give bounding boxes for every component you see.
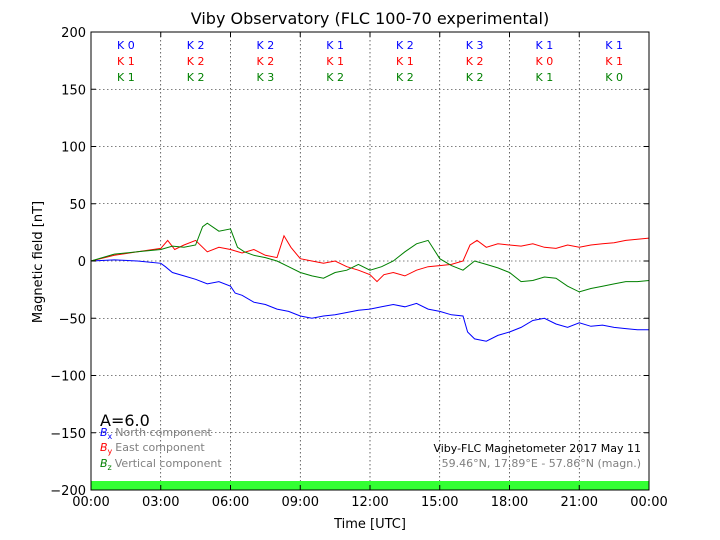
- k-index-value: K 1: [117, 55, 135, 68]
- k-index-value: K 3: [257, 71, 275, 84]
- legend-vertical-sub: z: [108, 463, 112, 472]
- x-tick-label: 15:00: [421, 495, 458, 510]
- k-index-value: K 0: [117, 39, 135, 52]
- k-index-value: K 1: [605, 55, 623, 68]
- k-index-value: K 2: [187, 71, 205, 84]
- y-tick-label: 0: [78, 255, 86, 270]
- y-tick-label: −100: [50, 370, 86, 385]
- y-tick-label: 150: [61, 83, 86, 98]
- k-index-value: K 1: [536, 71, 554, 84]
- y-axis-label: Magnetic field [nT]: [31, 201, 46, 323]
- k-index-value: K 2: [187, 39, 205, 52]
- series-line: [90, 234, 650, 283]
- k-index-value: K 2: [257, 55, 275, 68]
- k-index-table: K 0 K 2 K 2 K 1 K 2 K 3 K 1 K 1 K 1 K 2 K 2 K 1 K 1 K…: [117, 39, 623, 84]
- k-index-value: K 2: [466, 55, 484, 68]
- legend-east-sub: y: [108, 447, 113, 456]
- y-ticks: 200 150 100 50 0 −50 −100 −150 −200: [50, 26, 649, 499]
- x-tick-label: 00:00: [630, 495, 667, 510]
- legend-vertical: Bz Vertical component: [100, 457, 222, 472]
- k-index-value: K 1: [605, 39, 623, 52]
- legend-east-label: East component: [115, 441, 205, 454]
- y-tick-label: 50: [69, 198, 86, 213]
- chart-title: Viby Observatory (FLC 100-70 experimenta…: [191, 9, 550, 28]
- x-tick-label: 00:00: [72, 495, 109, 510]
- k-index-value: K 0: [605, 71, 623, 84]
- y-tick-label: −150: [50, 427, 86, 442]
- legend: Bx North component By East component Bz Ver…: [100, 426, 222, 472]
- k-index-value: K 2: [257, 39, 275, 52]
- y-tick-label: 100: [61, 141, 86, 156]
- legend-north-symbol: B: [100, 426, 108, 439]
- legend-vertical-label: Vertical component: [115, 457, 223, 470]
- x-tick-label: 03:00: [142, 495, 179, 510]
- k-index-value: K 1: [396, 55, 414, 68]
- x-tick-label: 21:00: [561, 495, 598, 510]
- y-tick-label: −200: [50, 484, 86, 499]
- legend-north: Bx North component: [100, 426, 212, 441]
- k-index-value: K 1: [326, 55, 344, 68]
- k-index-value: K 3: [466, 39, 484, 52]
- x-tick-label: 09:00: [282, 495, 319, 510]
- k-index-value: K 2: [326, 71, 344, 84]
- x-ticks: 00:00 03:00 06:00 09:00 12:00 15:00 18:00 21:00…: [72, 32, 668, 510]
- k-index-value: K 2: [396, 71, 414, 84]
- x-tick-label: 06:00: [212, 495, 249, 510]
- k-index-value: K 2: [187, 55, 205, 68]
- grid: [91, 32, 649, 490]
- y-tick-label: 200: [61, 26, 86, 41]
- x-tick-label: 18:00: [491, 495, 528, 510]
- legend-east-symbol: B: [100, 441, 108, 454]
- k-index-value: K 2: [466, 71, 484, 84]
- y-tick-label: −50: [59, 312, 86, 327]
- k-index-value: K 1: [117, 71, 135, 84]
- legend-north-sub: x: [108, 432, 113, 441]
- k-index-value: K 0: [536, 55, 554, 68]
- k-index-value: K 1: [536, 39, 554, 52]
- info-line-1: Viby-FLC Magnetometer 2017 May 11: [433, 442, 641, 455]
- series-line: [90, 259, 649, 342]
- info-line-2: 59.46°N, 17.89°E - 57.86°N (magn.): [442, 457, 641, 470]
- x-tick-label: 12:00: [351, 495, 388, 510]
- series-group: [90, 222, 650, 342]
- legend-north-label: North component: [115, 426, 212, 439]
- x-axis-label: Time [UTC]: [333, 517, 406, 532]
- legend-vertical-symbol: B: [100, 457, 108, 470]
- legend-east: By East component: [100, 441, 205, 456]
- series-line: [90, 222, 650, 293]
- k-index-value: K 1: [326, 39, 344, 52]
- a-index: A=6.0: [100, 411, 150, 430]
- k-index-value: K 2: [396, 39, 414, 52]
